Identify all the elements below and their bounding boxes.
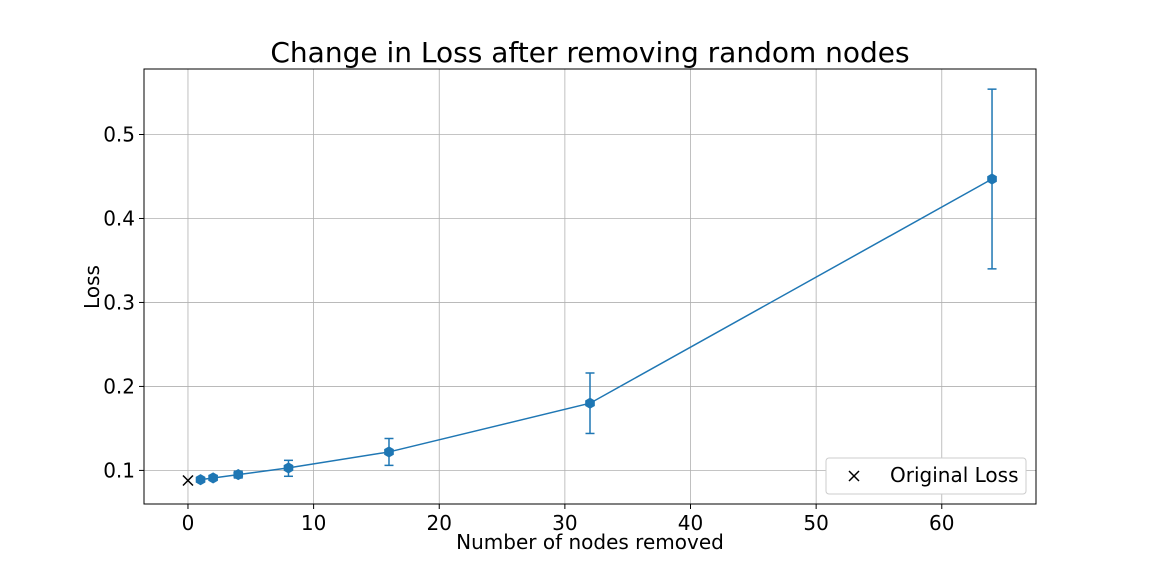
data-point bbox=[987, 173, 997, 185]
x-tick-label: 50 bbox=[803, 511, 828, 535]
legend: Original Loss bbox=[825, 457, 1027, 495]
data-point bbox=[233, 469, 244, 481]
data-point bbox=[195, 474, 206, 486]
y-tick-label: 0.5 bbox=[103, 123, 135, 147]
x-tick-label: 0 bbox=[182, 511, 195, 535]
y-tick-label: 0.2 bbox=[103, 374, 135, 398]
data-point bbox=[208, 472, 218, 484]
data-point bbox=[585, 397, 595, 409]
data-point bbox=[384, 446, 394, 458]
data-point bbox=[283, 462, 294, 474]
y-tick-label: 0.3 bbox=[103, 290, 135, 314]
data-markers bbox=[182, 173, 997, 487]
x-tick-label: 10 bbox=[301, 511, 326, 535]
x-marker-stroke bbox=[182, 474, 194, 487]
plot-area-frame bbox=[143, 68, 1037, 505]
y-tick-label: 0.1 bbox=[103, 458, 135, 482]
x-tick-label: 40 bbox=[678, 511, 703, 535]
axis-ticks: 0 10 20 30 40 50 60 0.1 0.2 0.3 0.4 0.5 bbox=[103, 123, 954, 535]
legend-box bbox=[825, 457, 1027, 495]
x-tick-label: 20 bbox=[427, 511, 452, 535]
y-tick-label: 0.4 bbox=[103, 206, 135, 230]
legend-label-original-loss: Original Loss bbox=[890, 463, 1019, 487]
chart-title: Change in Loss after removing random nod… bbox=[270, 36, 909, 69]
x-tick-label: 30 bbox=[552, 511, 577, 535]
x-axis-label: Number of nodes removed bbox=[456, 530, 724, 554]
legend-marker-original-loss bbox=[848, 470, 860, 482]
y-axis-label: Loss bbox=[80, 265, 104, 309]
x-tick-label: 60 bbox=[929, 511, 954, 535]
original-loss-point bbox=[182, 474, 194, 487]
